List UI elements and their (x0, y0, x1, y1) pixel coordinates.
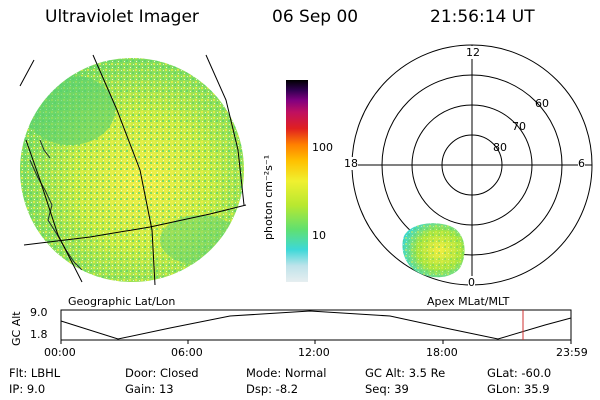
xtick-2359: 23:59 (556, 346, 588, 359)
colorbar-unit-label: photon cm⁻²s⁻¹ (262, 154, 275, 240)
door-info: Door: Closed (125, 366, 199, 380)
geographic-label: Geographic Lat/Lon (68, 295, 176, 308)
mlat-label-80: 80 (493, 141, 507, 154)
altitude-plot-frame (60, 309, 572, 341)
time-label: 21:56:14 UT (430, 7, 535, 27)
filter-info: Flt: LBHL (9, 366, 61, 380)
ip-info: IP: 9.0 (9, 382, 46, 396)
date-label: 06 Sep 00 (272, 7, 359, 27)
altitude-ylabel: GC Alt (10, 311, 23, 346)
gain-info: Gain: 13 (125, 382, 174, 396)
mlt-label-6: 6 (578, 157, 585, 170)
apex-label: Apex MLat/MLT (427, 295, 510, 308)
seq-info: Seq: 39 (365, 382, 409, 396)
colorbar-tick-100: 100 (312, 141, 333, 154)
altitude-ticks (60, 340, 572, 344)
mlt-label-12: 12 (466, 46, 480, 59)
mlt-label-0: 0 (468, 276, 475, 289)
mode-info: Mode: Normal (246, 366, 327, 380)
earth-disk-image (19, 54, 247, 286)
gc-alt-info: GC Alt: 3.5 Re (365, 366, 446, 380)
altitude-curve (60, 310, 572, 340)
glat-info: GLat: -60.0 (487, 366, 552, 380)
xtick-0600: 06:00 (171, 346, 203, 359)
colorbar (286, 80, 308, 282)
mlt-label-18: 18 (344, 157, 358, 170)
altitude-ymax: 9.0 (30, 306, 48, 319)
colorbar-tick-10: 10 (312, 229, 326, 242)
altitude-ymin: 1.8 (30, 328, 48, 341)
polar-dial (351, 44, 593, 286)
xtick-0000: 00:00 (44, 346, 76, 359)
mlat-label-70: 70 (512, 120, 526, 133)
dsp-info: Dsp: -8.2 (246, 382, 299, 396)
instrument-title: Ultraviolet Imager (45, 7, 199, 27)
mlat-label-60: 60 (535, 97, 549, 110)
xtick-1800: 18:00 (426, 346, 458, 359)
glon-info: GLon: 35.9 (487, 382, 550, 396)
auroral-emission (402, 223, 465, 278)
xtick-1200: 12:00 (298, 346, 330, 359)
